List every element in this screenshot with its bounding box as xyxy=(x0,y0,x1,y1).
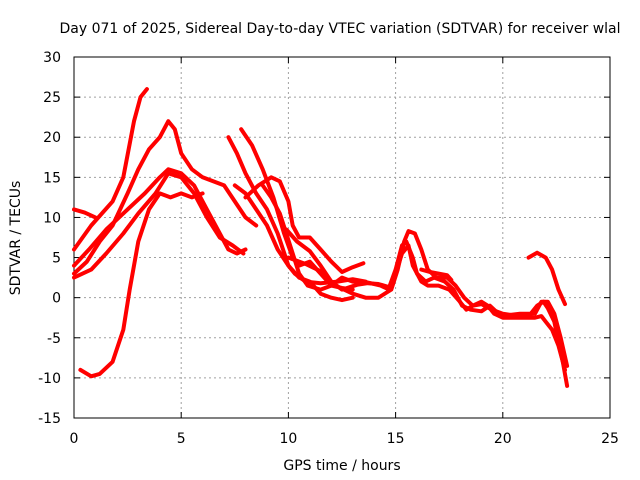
y-axis-label: SDTVAR / TECUs xyxy=(8,181,24,296)
y-tick-label: -5 xyxy=(47,331,61,347)
y-tick-label: -10 xyxy=(38,371,61,387)
series-track-14 xyxy=(419,267,454,282)
y-tick-label: 15 xyxy=(43,170,61,186)
y-tick-label: 25 xyxy=(43,90,61,106)
series-track-11 xyxy=(260,183,567,372)
x-axis-label: GPS time / hours xyxy=(283,458,400,474)
y-tick-label: 5 xyxy=(52,251,61,267)
series-track-15 xyxy=(526,250,567,307)
gridlines xyxy=(74,57,610,418)
series-track-5 xyxy=(72,171,246,280)
plot-frame xyxy=(73,56,611,419)
series-track-2 xyxy=(72,87,149,252)
series-track-1 xyxy=(72,207,98,220)
series-track-3 xyxy=(72,119,259,276)
x-tick-label: 10 xyxy=(279,431,297,447)
x-tick-label: 25 xyxy=(601,431,619,447)
axis-ticks: 0 5 10 15 20 25 -15 -10 -5 0 5 10 15 20 25 30 xyxy=(38,50,619,447)
x-tick-label: 5 xyxy=(177,431,186,447)
x-tick-label: 20 xyxy=(494,431,512,447)
x-tick-label: 15 xyxy=(387,431,405,447)
series-track-6 xyxy=(78,191,205,379)
chart-title: Day 071 of 2025, Sidereal Day-to-day VTE… xyxy=(59,21,620,37)
x-tick-label: 0 xyxy=(70,431,79,447)
data-series xyxy=(72,87,570,388)
series-track-10 xyxy=(243,175,366,274)
y-tick-label: 20 xyxy=(43,130,61,146)
y-tick-label: 30 xyxy=(43,50,61,66)
y-tick-label: 0 xyxy=(52,291,61,307)
series-track-4 xyxy=(72,167,248,268)
y-tick-label: 10 xyxy=(43,210,61,226)
y-tick-label: -15 xyxy=(38,411,61,427)
series-track-13 xyxy=(284,227,570,388)
